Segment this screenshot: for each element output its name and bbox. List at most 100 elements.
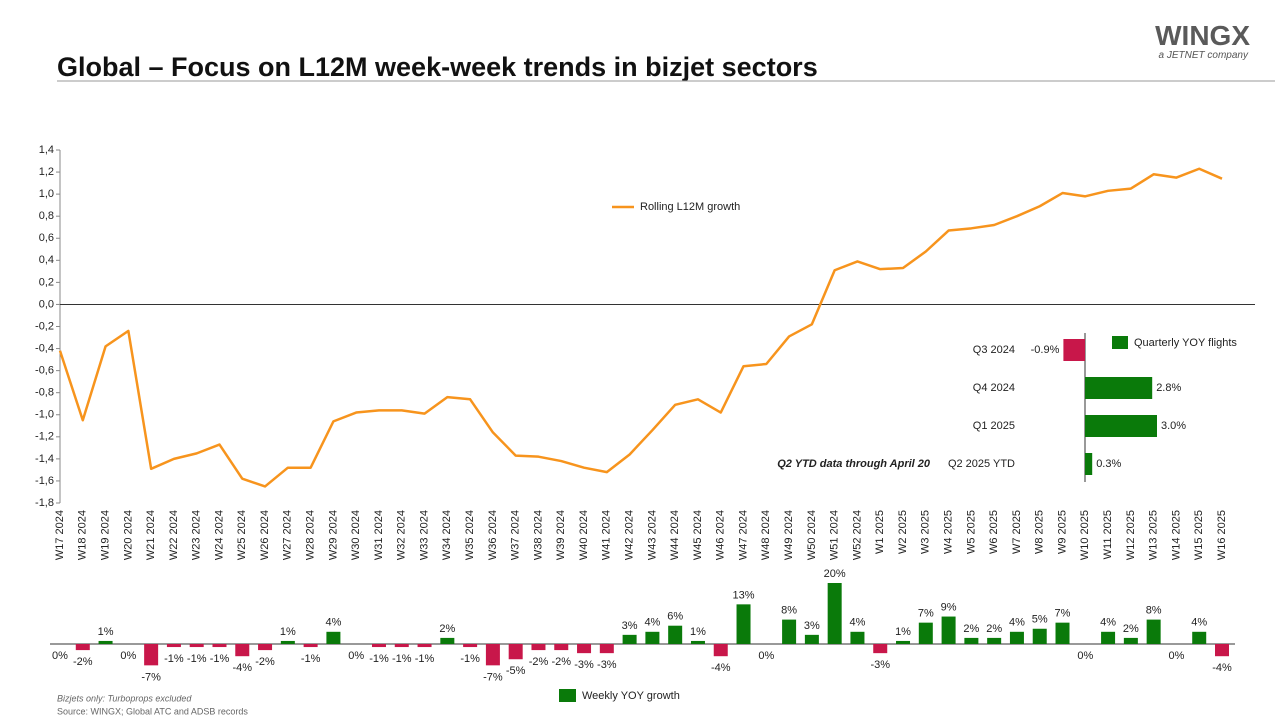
- x-tick-label: W35 2024: [464, 510, 476, 560]
- bar: [1123, 637, 1138, 644]
- y-tick-label: 0,0: [39, 298, 54, 310]
- x-tick-label: W28 2024: [305, 510, 317, 560]
- bar-label: -7%: [483, 671, 503, 683]
- y-tick-label: -1,6: [35, 475, 54, 487]
- bar-label: 0.3%: [1096, 458, 1121, 470]
- legend-label: Quarterly YOY flights: [1134, 337, 1237, 349]
- logo: WINGX: [1155, 20, 1250, 51]
- x-tick-label: W26 2024: [259, 510, 271, 560]
- bar: [75, 644, 90, 651]
- note: Source: WINGX; Global ATC and ADSB recor…: [57, 706, 248, 716]
- x-tick-label: W13 2025: [1148, 510, 1160, 560]
- y-tick-label: -1,8: [35, 497, 54, 509]
- y-tick-label: -0,6: [35, 365, 54, 377]
- bar: [508, 644, 523, 660]
- bar-label: 0%: [758, 650, 774, 662]
- bar-label: 3%: [804, 620, 820, 632]
- x-tick-label: W30 2024: [350, 510, 362, 560]
- bar: [463, 644, 478, 648]
- bar: [782, 619, 797, 644]
- bar: [258, 644, 273, 651]
- x-tick-label: W25 2024: [236, 510, 248, 560]
- bar-label: 4%: [644, 617, 660, 629]
- category-label: Q1 2025: [973, 420, 1015, 432]
- bar: [668, 625, 683, 644]
- x-tick-label: W34 2024: [441, 510, 453, 560]
- x-tick-label: W8 2025: [1034, 510, 1046, 554]
- legend-label: Weekly YOY growth: [582, 690, 680, 702]
- legend-swatch: [559, 689, 576, 702]
- bar: [736, 604, 751, 644]
- bar-label: 2.8%: [1156, 382, 1181, 394]
- bar-label: 13%: [733, 589, 755, 601]
- bar-label: -2%: [255, 656, 275, 668]
- bar-label: 0%: [52, 650, 68, 662]
- x-tick-label: W17 2024: [54, 510, 66, 560]
- bar-label: 4%: [1191, 617, 1207, 629]
- bar: [1085, 415, 1157, 437]
- y-tick-label: -1,4: [35, 453, 54, 465]
- x-tick-label: W22 2024: [168, 510, 180, 560]
- bar: [827, 583, 842, 644]
- bar: [1101, 631, 1116, 644]
- bar: [212, 644, 227, 648]
- y-tick-label: 0,2: [39, 276, 54, 288]
- bar-label: 3.0%: [1161, 420, 1186, 432]
- bar-label: -1%: [415, 653, 435, 665]
- bar-label: 0%: [1077, 650, 1093, 662]
- bar: [531, 644, 546, 651]
- x-tick-label: W32 2024: [396, 510, 408, 560]
- x-tick-label: W15 2025: [1193, 510, 1205, 560]
- bar: [850, 631, 865, 644]
- bar-label: 0%: [1168, 650, 1184, 662]
- bar-label: 0%: [120, 650, 136, 662]
- y-tick-label: 0,4: [39, 254, 54, 266]
- bar: [804, 634, 819, 644]
- bar-label: -1%: [301, 653, 321, 665]
- x-tick-label: W48 2024: [760, 510, 772, 560]
- bar-label: -1%: [460, 653, 480, 665]
- x-tick-label: W19 2024: [99, 510, 111, 560]
- note: Bizjets only: Turboprops excluded: [57, 693, 192, 703]
- bar: [440, 637, 455, 644]
- x-tick-label: W39 2024: [555, 510, 567, 560]
- x-tick-label: W51 2024: [829, 510, 841, 560]
- bar: [1063, 339, 1085, 361]
- bar-label: 5%: [1032, 614, 1048, 626]
- x-tick-label: W6 2025: [988, 510, 1000, 554]
- bar-label: 0%: [348, 650, 364, 662]
- x-tick-label: W9 2025: [1056, 510, 1068, 554]
- category-label: Q2 2025 YTD: [948, 458, 1015, 470]
- bar-label: -7%: [141, 671, 161, 683]
- y-tick-label: -0,4: [35, 342, 54, 354]
- bar: [417, 644, 432, 648]
- legend-swatch: [1112, 336, 1128, 349]
- bar-label: 9%: [941, 601, 957, 613]
- bar-label: 8%: [781, 605, 797, 617]
- bar: [941, 616, 956, 644]
- x-tick-label: W1 2025: [874, 510, 886, 554]
- bar: [1085, 453, 1093, 475]
- bar-label: 1%: [690, 626, 706, 638]
- bar: [964, 637, 979, 644]
- bar-label: -3%: [574, 659, 594, 671]
- bar-label: 1%: [280, 626, 296, 638]
- bar: [713, 644, 728, 657]
- bar: [690, 640, 705, 644]
- y-tick-label: 1,2: [39, 166, 54, 178]
- x-tick-label: W21 2024: [145, 510, 157, 560]
- bar-label: -1%: [210, 653, 230, 665]
- x-tick-label: W24 2024: [213, 510, 225, 560]
- bar-label: 4%: [849, 617, 865, 629]
- x-tick-label: W23 2024: [191, 510, 203, 560]
- line-series: [58, 167, 1223, 488]
- x-tick-label: W14 2025: [1170, 510, 1182, 560]
- bar-label: -4%: [711, 662, 731, 674]
- bar: [280, 640, 295, 644]
- bar-label: -1%: [164, 653, 184, 665]
- x-tick-label: W40 2024: [578, 510, 590, 560]
- x-tick-label: W3 2025: [920, 510, 932, 554]
- bar: [622, 634, 637, 644]
- bar: [1146, 619, 1161, 644]
